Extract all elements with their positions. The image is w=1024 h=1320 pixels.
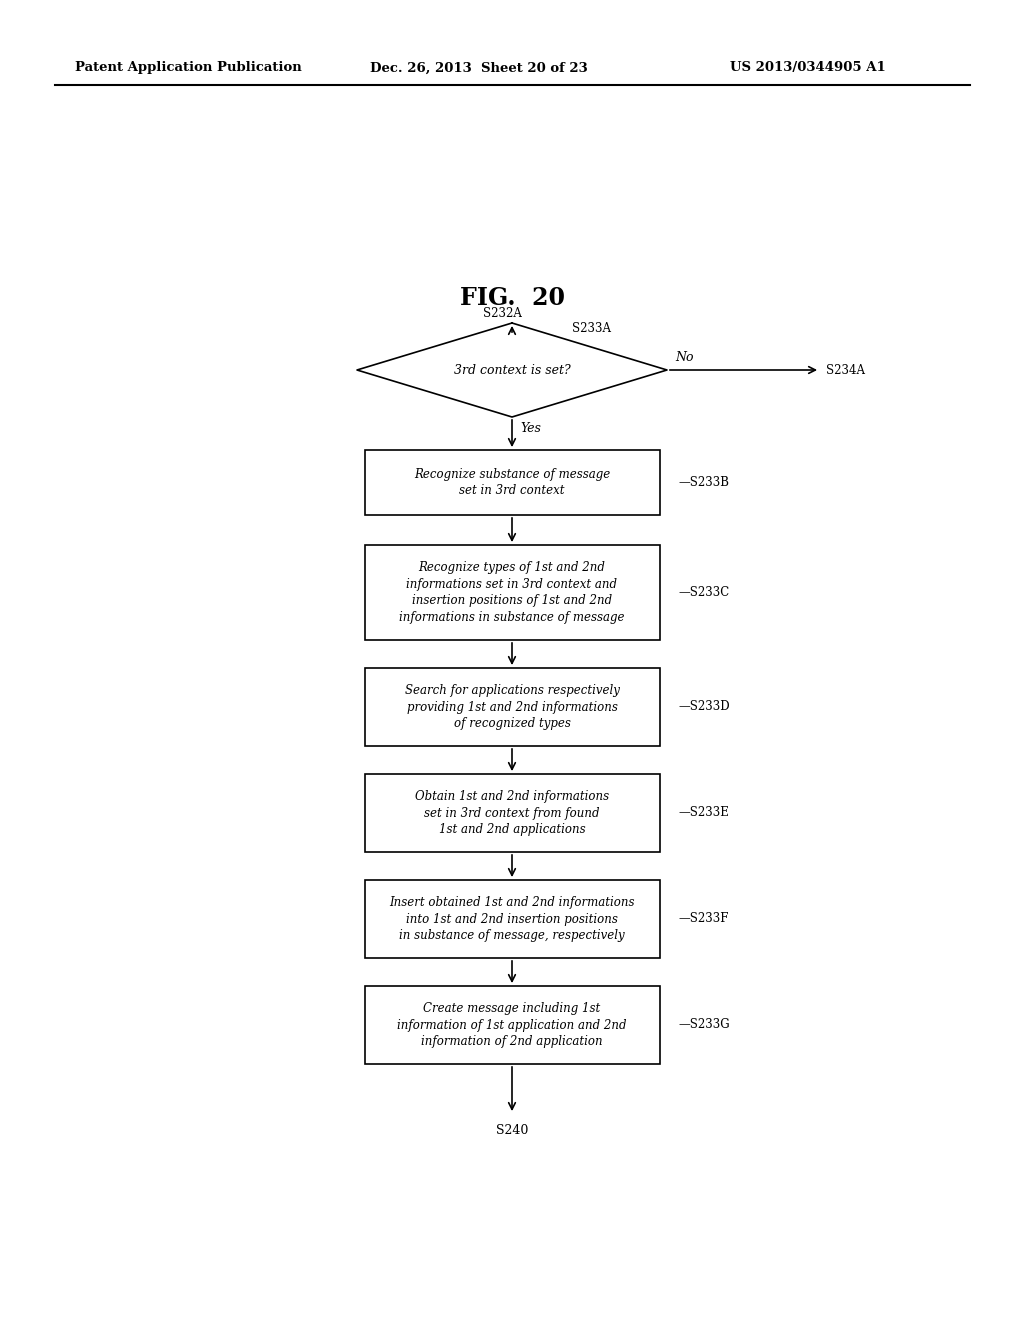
Text: S240: S240 — [496, 1125, 528, 1137]
FancyBboxPatch shape — [365, 545, 660, 640]
Text: —S233B: —S233B — [678, 477, 729, 488]
Text: Insert obtained 1st and 2nd informations
into 1st and 2nd insertion positions
in: Insert obtained 1st and 2nd informations… — [389, 896, 635, 942]
Text: S233A: S233A — [572, 322, 611, 335]
Text: Search for applications respectively
providing 1st and 2nd informations
of recog: Search for applications respectively pro… — [404, 684, 620, 730]
Text: —S233E: —S233E — [678, 807, 729, 820]
Text: Yes: Yes — [520, 422, 541, 436]
FancyBboxPatch shape — [365, 774, 660, 851]
Text: S234A: S234A — [826, 363, 865, 376]
Text: —S233F: —S233F — [678, 912, 728, 925]
Text: S232A: S232A — [482, 308, 521, 319]
Text: Obtain 1st and 2nd informations
set in 3rd context from found
1st and 2nd applic: Obtain 1st and 2nd informations set in 3… — [415, 789, 609, 836]
FancyBboxPatch shape — [365, 668, 660, 746]
Text: —S233G: —S233G — [678, 1019, 730, 1031]
Polygon shape — [357, 323, 667, 417]
FancyBboxPatch shape — [365, 450, 660, 515]
Text: —S233C: —S233C — [678, 586, 729, 599]
Text: Patent Application Publication: Patent Application Publication — [75, 62, 302, 74]
Text: Create message including 1st
information of 1st application and 2nd
information : Create message including 1st information… — [397, 1002, 627, 1048]
Text: —S233D: —S233D — [678, 701, 730, 714]
FancyBboxPatch shape — [365, 986, 660, 1064]
Text: Dec. 26, 2013  Sheet 20 of 23: Dec. 26, 2013 Sheet 20 of 23 — [370, 62, 588, 74]
Text: Recognize types of 1st and 2nd
informations set in 3rd context and
insertion pos: Recognize types of 1st and 2nd informati… — [399, 561, 625, 624]
Text: US 2013/0344905 A1: US 2013/0344905 A1 — [730, 62, 886, 74]
FancyBboxPatch shape — [365, 880, 660, 958]
Text: No: No — [675, 351, 693, 364]
Text: Recognize substance of message
set in 3rd context: Recognize substance of message set in 3r… — [414, 467, 610, 498]
Text: FIG.  20: FIG. 20 — [460, 286, 564, 310]
Text: 3rd context is set?: 3rd context is set? — [454, 363, 570, 376]
